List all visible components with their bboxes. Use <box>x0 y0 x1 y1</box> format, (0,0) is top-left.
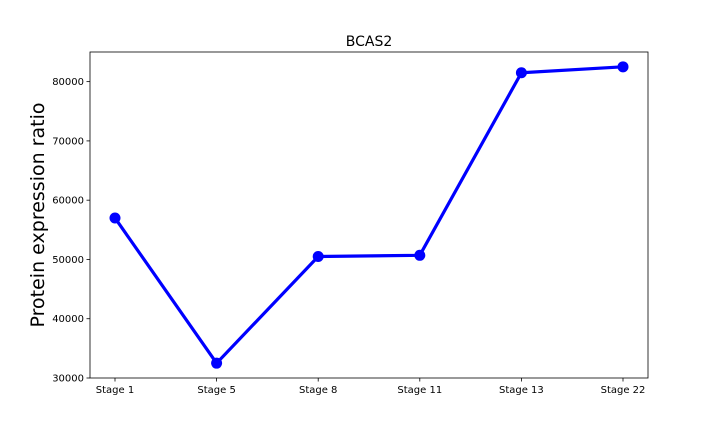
data-point <box>414 249 426 261</box>
x-tick-label: Stage 5 <box>197 385 235 396</box>
data-point <box>211 357 223 369</box>
data-point <box>312 250 324 262</box>
y-tick-label: 60000 <box>52 196 84 207</box>
x-tick-label: Stage 1 <box>96 385 134 396</box>
y-tick-label: 30000 <box>52 374 84 385</box>
x-tick-label: Stage 13 <box>499 385 544 396</box>
y-tick-label: 80000 <box>52 77 84 88</box>
plot-frame <box>89 51 649 379</box>
x-tick-label: Stage 11 <box>397 385 442 396</box>
y-tick-label: 40000 <box>52 314 84 325</box>
data-point <box>515 67 527 79</box>
data-point <box>109 212 121 224</box>
y-axis-title: Protein expression ratio <box>27 103 49 328</box>
chart-title: BCAS2 <box>346 34 393 50</box>
x-tick-label: Stage 22 <box>601 385 646 396</box>
x-tick-label: Stage 8 <box>299 385 337 396</box>
y-tick-label: 50000 <box>52 255 84 266</box>
plot-area: 30000 40000 50000 60000 70000 80000 Stage 1 Sta… <box>52 51 649 396</box>
data-point <box>617 61 629 73</box>
series-line <box>113 65 625 365</box>
y-tick-label: 70000 <box>52 136 84 147</box>
